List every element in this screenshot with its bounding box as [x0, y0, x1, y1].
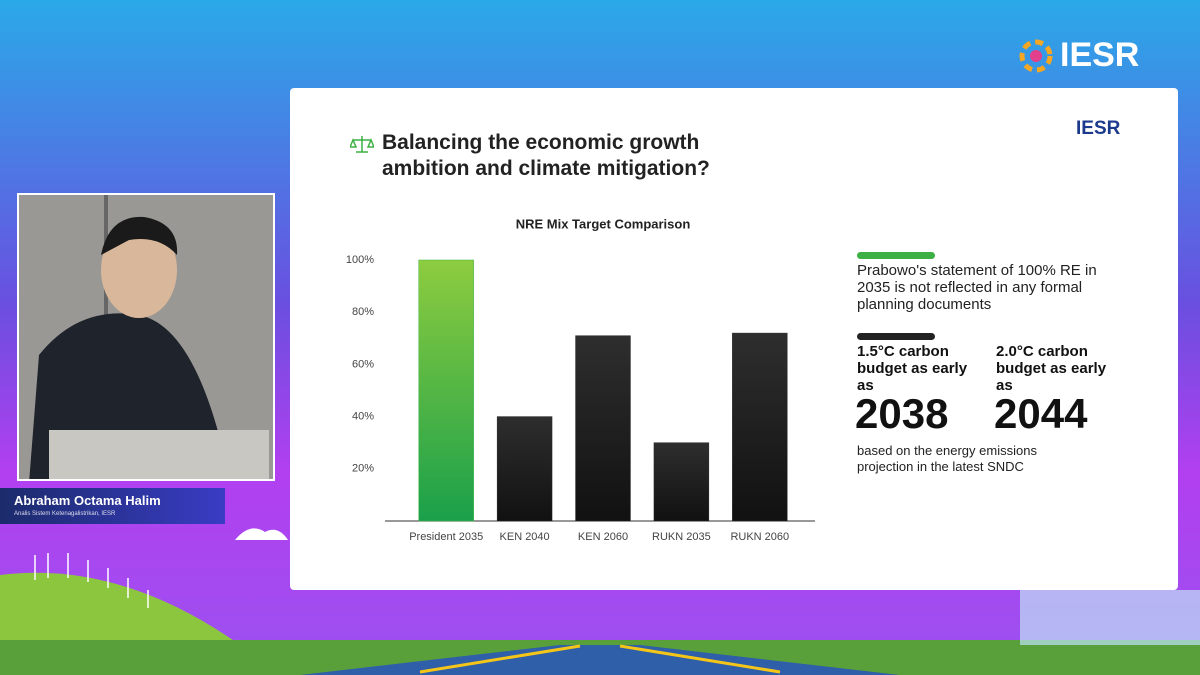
y-tick-label: 20%: [352, 463, 374, 475]
budget-year: 2044: [994, 390, 1088, 437]
x-tick-label: KEN 2040: [500, 531, 550, 543]
slide-title: Balancing the economic growth ambition a…: [382, 131, 710, 180]
bar: [575, 335, 631, 522]
x-tick-label: RUKN 2035: [652, 531, 711, 543]
x-tick-label: RUKN 2060: [730, 531, 789, 543]
bar: [732, 332, 788, 522]
y-tick-label: 60%: [352, 358, 374, 370]
slide-logo: IESR: [1076, 118, 1121, 139]
speaker-figure: [19, 195, 273, 479]
scale-icon: [350, 136, 374, 153]
city: [1020, 590, 1200, 645]
accent-dark: [857, 333, 935, 340]
y-tick-label: 80%: [352, 306, 374, 318]
bar: [496, 416, 553, 522]
note: based on the energy emissions projection…: [857, 443, 1037, 474]
speaker-name: Abraham Octama Halim: [14, 493, 161, 508]
x-tick-label: KEN 2060: [578, 531, 628, 543]
name-plate: Abraham Octama Halim Analis Sistem Keten…: [0, 488, 225, 524]
speaker-video: [17, 193, 275, 481]
bar: [418, 259, 474, 522]
wind-turbines: [34, 553, 149, 608]
budget-label: 2.0°C carbon budget as early as: [996, 343, 1107, 394]
bar: [653, 442, 710, 522]
chart-title: NRE Mix Target Comparison: [516, 216, 691, 231]
budget-year: 2038: [855, 390, 949, 437]
x-tick-label: President 2035: [409, 531, 483, 543]
statement: Prabowo's statement of 100% RE in 2035 i…: [857, 262, 1097, 313]
logo-icon: [1019, 39, 1053, 73]
road-line: [419, 644, 781, 674]
header-logo: IESR: [1060, 36, 1140, 74]
y-tick-label: 100%: [346, 254, 374, 266]
y-tick-label: 40%: [352, 411, 374, 423]
hill: [0, 572, 240, 650]
budget-label: 1.5°C carbon budget as early as: [857, 343, 968, 394]
accent-green: [857, 252, 935, 259]
cloud: [235, 528, 288, 540]
speaker-role: Analis Sistem Ketenagalistrikan, IESR: [14, 511, 116, 517]
